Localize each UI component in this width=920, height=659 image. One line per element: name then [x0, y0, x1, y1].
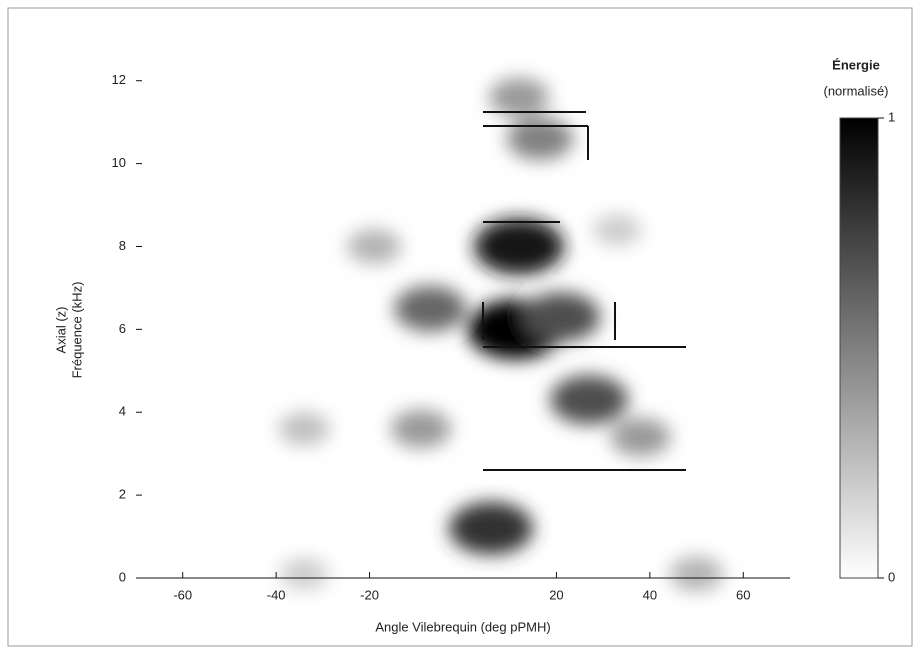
colorbar-tick-label: 0 — [888, 569, 895, 584]
x-tick-label: -40 — [267, 587, 286, 602]
heat-cell — [449, 501, 534, 555]
colorbar — [839, 117, 879, 579]
y-axis-label: Axial (z) — [53, 307, 68, 354]
x-axis-label: Angle Vilebrequin (deg pPMH) — [375, 619, 550, 634]
heat-cell — [669, 556, 724, 592]
heat-cell — [522, 292, 601, 342]
heat-cell — [280, 558, 329, 590]
heat-cell — [550, 375, 629, 425]
colorbar-tick-label: 1 — [888, 109, 895, 124]
x-tick-label: 60 — [736, 587, 750, 602]
heatmap — [278, 78, 724, 592]
heat-cell — [507, 117, 574, 160]
y-tick-label: 6 — [119, 321, 126, 336]
y-tick-label: 12 — [112, 72, 126, 87]
heat-cell — [489, 78, 550, 117]
heat-cell — [610, 417, 671, 457]
y-tick-label: 0 — [119, 569, 126, 584]
heat-cell — [278, 412, 330, 446]
heat-cell — [593, 214, 642, 246]
heat-cell — [394, 285, 467, 332]
x-tick-label: -20 — [360, 587, 379, 602]
frame — [7, 7, 913, 647]
colorbar-subtitle: (normalisé) — [823, 83, 888, 98]
y-tick-label: 4 — [119, 404, 126, 419]
x-tick-label: 40 — [643, 587, 657, 602]
y-tick-label: 8 — [119, 238, 126, 253]
x-tick-label: -60 — [173, 587, 192, 602]
x-tick-label: 20 — [549, 587, 563, 602]
y-tick-label: 10 — [112, 155, 126, 170]
colorbar-title: Énergie — [832, 57, 880, 72]
y-axis-label: Fréquence (kHz) — [69, 282, 84, 379]
heat-cell — [347, 229, 402, 264]
heat-cell — [474, 218, 565, 275]
annotations — [482, 111, 686, 471]
heat-cell — [390, 409, 451, 449]
y-tick-label: 2 — [119, 487, 126, 502]
